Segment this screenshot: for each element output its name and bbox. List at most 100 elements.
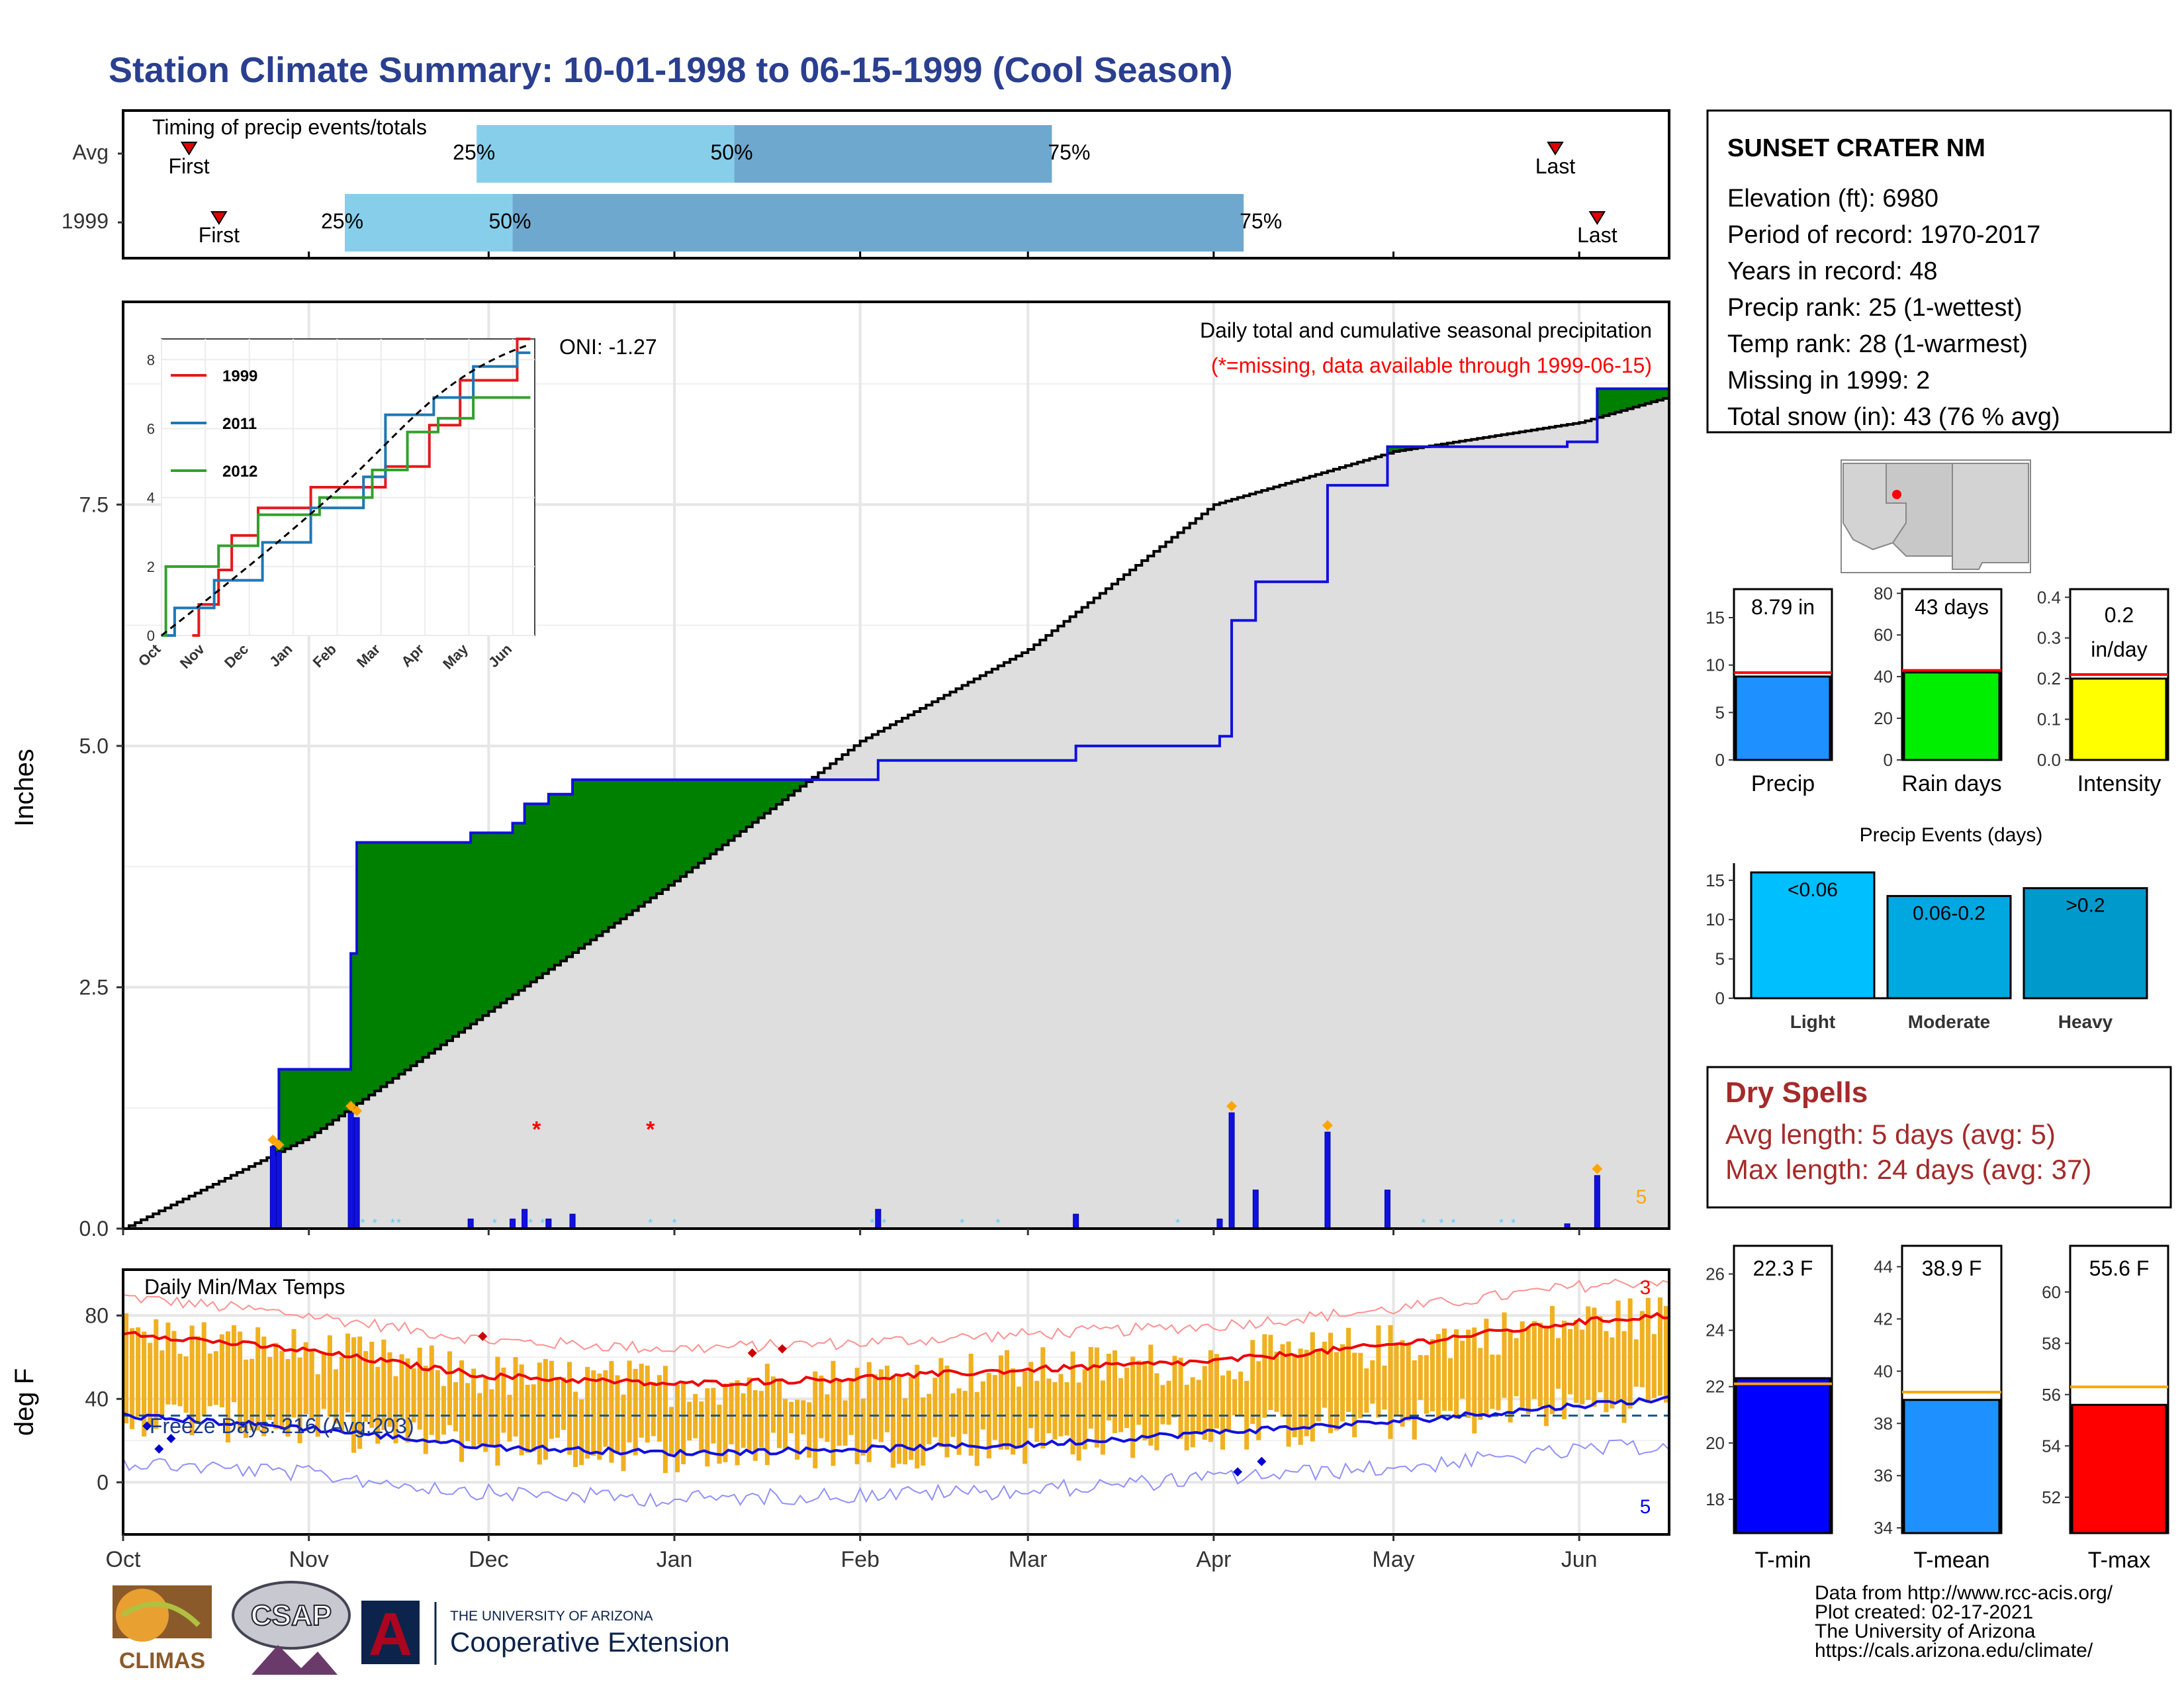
record-low-marker-2 <box>166 1434 176 1444</box>
daily-temp-bar <box>603 1370 608 1447</box>
surplus-segment <box>357 842 363 1103</box>
daily-precip-bar <box>1324 1131 1331 1229</box>
daily-temp-bar <box>668 1407 674 1454</box>
daily-temp-bar <box>1610 1337 1615 1409</box>
daily-temp-bar <box>1011 1368 1016 1455</box>
surplus-segment <box>1609 389 1616 414</box>
events-bar-label-1: Moderate <box>1908 1011 1990 1032</box>
daily-precip-bar <box>875 1209 882 1229</box>
temp-ytick-label-1: 40 <box>85 1387 109 1411</box>
surplus-segment <box>542 804 549 974</box>
daily-precip-bar <box>1216 1218 1223 1229</box>
csap-logo-mountains <box>251 1645 338 1675</box>
surplus-segment <box>482 833 489 1016</box>
tempbar-ytick-0-0: 18 <box>1706 1489 1725 1509</box>
daily-temp-bar <box>903 1398 908 1465</box>
surplus-segment <box>638 779 645 907</box>
record-low-line <box>122 1439 1670 1507</box>
daily-temp-bar <box>1232 1379 1238 1416</box>
climas-logo-swoosh <box>120 1601 201 1627</box>
daily-temp-bar <box>1070 1351 1075 1455</box>
events-plot: 0 5 10 15 <0.06 Light 0.06-0.2 Moderate >0.2 Heav… <box>1706 863 2148 1032</box>
timing-last-label-1: Last <box>1577 223 1617 247</box>
temp-panel: Daily Min/Max Temps Freeze Days: 216 (Av… <box>10 1229 1670 1572</box>
daily-temp-bar <box>381 1339 387 1430</box>
daily-temp-bar <box>1460 1340 1465 1399</box>
daily-temp-bar <box>1244 1380 1250 1450</box>
surplus-segment <box>477 833 483 1020</box>
daily-temp-bar <box>1376 1325 1381 1418</box>
large-event-marker <box>273 1139 285 1150</box>
surplus-segment <box>452 842 459 1037</box>
daily-temp-bar <box>1418 1355 1423 1400</box>
daily-temp-bar <box>1100 1380 1105 1455</box>
surplus-segment <box>410 842 418 1066</box>
timing-last-marker-0 <box>1547 142 1564 156</box>
daily-temp-bar <box>735 1380 740 1466</box>
timing-band-q1-1 <box>345 194 513 252</box>
month-label-jan: Jan <box>657 1547 693 1572</box>
daily-temp-bar <box>1615 1300 1621 1403</box>
daily-temp-bar <box>705 1388 710 1467</box>
daily-precip-bar <box>569 1213 576 1229</box>
timing-last-label-0: Last <box>1535 154 1576 178</box>
events-bar-moderate <box>1886 895 2012 1000</box>
daily-temp-bar <box>429 1345 434 1435</box>
daily-temp-bar <box>195 1336 201 1425</box>
daily-temp-bar <box>1406 1344 1411 1421</box>
daily-temp-bar <box>962 1391 968 1434</box>
timing-row-avg-label: Avg <box>72 140 109 164</box>
summary-label-0: Precip <box>1751 771 1815 796</box>
daily-temp-bar <box>555 1376 560 1438</box>
tempbar-ytick-0-2: 22 <box>1706 1377 1725 1397</box>
summary-value-unit-2: in/day <box>2091 637 2147 661</box>
daily-temp-bar <box>1190 1377 1195 1448</box>
surplus-segment <box>704 779 711 859</box>
surplus-segment <box>632 779 639 911</box>
climas-logo: CLIMAS <box>113 1585 212 1673</box>
climatology-line <box>123 397 1669 1230</box>
daily-temp-bar <box>1040 1347 1046 1449</box>
large-event-marker <box>267 1135 279 1146</box>
daily-temp-bar <box>1298 1348 1303 1445</box>
surplus-segment <box>1621 389 1628 411</box>
timing-p75-label-0: 75% <box>1048 140 1090 164</box>
surplus-segment <box>1603 389 1610 416</box>
tempbar-ytick-1-0: 34 <box>1874 1518 1893 1538</box>
daily-temp-bar <box>136 1327 141 1417</box>
tempbar-value-2: 55.6 F <box>2089 1256 2150 1280</box>
precip-caption: Daily total and cumulative seasonal prec… <box>1200 318 1652 342</box>
footer-university: The University of Arizona <box>1815 1620 2036 1642</box>
daily-temp-bar <box>477 1393 482 1445</box>
daily-temp-bar <box>351 1337 357 1453</box>
daily-temp-bar <box>1304 1350 1309 1436</box>
daily-temp-bar <box>1046 1378 1052 1434</box>
surplus-segment <box>1627 389 1634 409</box>
daily-temp-bar <box>1633 1339 1639 1387</box>
tempbar-ytick-2-2: 56 <box>2042 1385 2061 1405</box>
summary-bar-intensity <box>2071 677 2167 761</box>
daily-temp-bar <box>231 1325 237 1403</box>
record-high-count: 3 <box>1640 1277 1651 1299</box>
events-bar-value-2: >0.2 <box>2066 895 2105 917</box>
daily-temp-bar <box>633 1368 638 1456</box>
tempbar-ytick-0-4: 26 <box>1706 1264 1725 1284</box>
month-label-nov: Nov <box>289 1547 328 1572</box>
temp-background <box>123 1270 1669 1534</box>
daily-temp-bar <box>1004 1350 1010 1450</box>
precip-y-axis: 0.0 2.5 5.0 7.5 <box>79 492 123 1241</box>
inset-ytick-label-4: 8 <box>147 352 155 368</box>
surplus-segment <box>488 833 495 1011</box>
daily-temp-bar <box>789 1401 794 1434</box>
surplus-segment <box>752 779 759 823</box>
page-title: Station Climate Summary: 10-01-1998 to 0… <box>109 50 1233 90</box>
station-name: SUNSET CRATER NM <box>1727 134 1985 162</box>
daily-temp-bar <box>1166 1380 1171 1425</box>
surplus-segment <box>416 842 424 1062</box>
inset-line-2012 <box>161 396 531 637</box>
footer-data-source: Data from http://www.rcc-acis.org/ <box>1815 1582 2113 1604</box>
daily-temp-bar <box>909 1377 914 1460</box>
surplus-segment <box>512 823 520 995</box>
trace-event-marker: * <box>361 1217 365 1230</box>
